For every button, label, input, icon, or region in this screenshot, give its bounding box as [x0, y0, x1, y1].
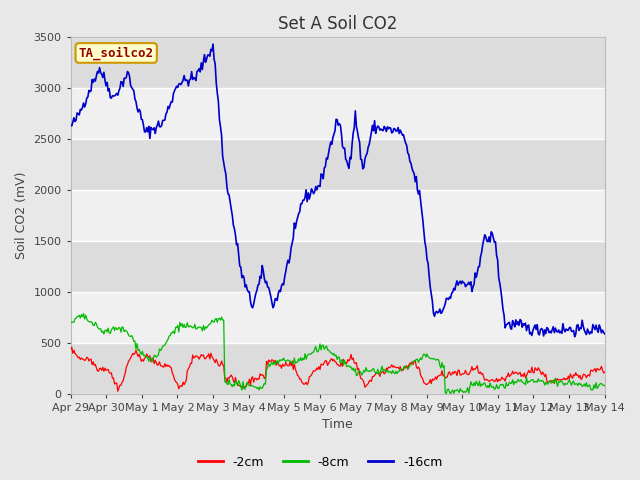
Bar: [70, 241, 605, 292]
Bar: [70, 88, 605, 139]
Bar: [70, 37, 605, 88]
Y-axis label: Soil CO2 (mV): Soil CO2 (mV): [15, 172, 28, 259]
Title: Set A Soil CO2: Set A Soil CO2: [278, 15, 397, 33]
Bar: [70, 139, 605, 190]
Bar: [70, 343, 605, 394]
Legend: -2cm, -8cm, -16cm: -2cm, -8cm, -16cm: [193, 451, 447, 474]
Text: TA_soilco2: TA_soilco2: [79, 46, 154, 60]
Bar: [70, 190, 605, 241]
Bar: [70, 292, 605, 343]
X-axis label: Time: Time: [323, 419, 353, 432]
